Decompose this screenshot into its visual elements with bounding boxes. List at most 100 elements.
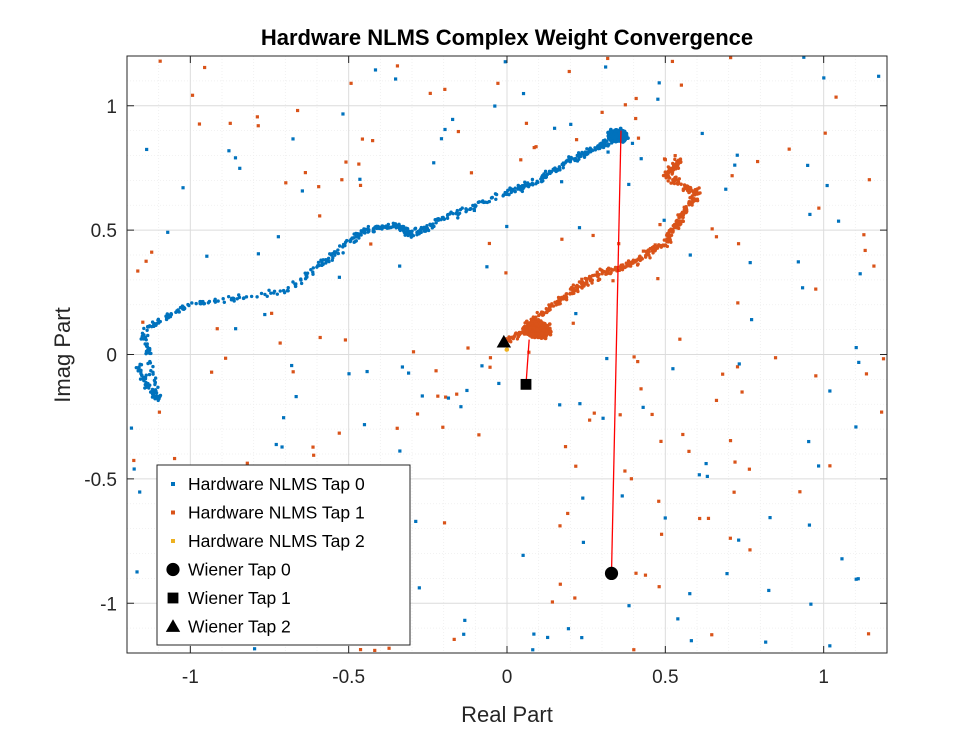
tap1-cluster-point (529, 332, 534, 336)
legend-label-0: Hardware NLMS Tap 0 (188, 474, 365, 494)
tap1-outlier-point (395, 426, 399, 430)
tap1-outlier-point (371, 139, 375, 143)
tap0-outlier-point (521, 553, 525, 557)
tap0-trajectory-point (576, 151, 581, 155)
tap1-outlier-point (591, 233, 595, 238)
tap0-trajectory-point (177, 310, 181, 314)
tap0-trajectory-point (213, 300, 218, 304)
tap0-trajectory-point (552, 166, 557, 171)
tap0-outlier-point (748, 261, 752, 265)
tap1-outlier-point (504, 271, 508, 275)
tap0-outlier-point (439, 137, 444, 141)
tap0-outlier-point (689, 639, 693, 643)
tap0-outlier-point (768, 516, 772, 520)
legend: Hardware NLMS Tap 0 Hardware NLMS Tap 1 Ha… (156, 464, 411, 646)
tap0-trajectory-point (413, 226, 418, 231)
tap0-trajectory-point (332, 250, 337, 254)
tap1-outlier-point (736, 301, 740, 305)
tap0-outlier-point (749, 318, 754, 322)
tap1-trajectory-point (675, 218, 679, 223)
tap1-outlier-point (284, 181, 288, 185)
tap1-trajectory-point (511, 336, 516, 341)
tap0-trajectory-point (454, 211, 459, 215)
tap0-outlier-point (347, 372, 351, 376)
tap0-trajectory-point (389, 225, 393, 230)
tap0-outlier-point (362, 423, 367, 427)
tap0-outlier-point (462, 632, 466, 636)
tap1-trajectory-point (564, 292, 568, 296)
tap0-trajectory-point (419, 225, 424, 230)
tap0-outlier-point (733, 163, 737, 167)
tap1-outlier-point (729, 56, 733, 60)
tap0-outlier-point (531, 648, 535, 652)
tap1-trajectory-point (667, 167, 671, 172)
tap0-trajectory-point (405, 227, 410, 231)
tap1-outlier-point (340, 178, 344, 182)
tap1-trajectory-point (679, 182, 683, 186)
tap1-outlier-point (730, 174, 734, 178)
tap0-trajectory-point (146, 381, 150, 386)
tap1-trajectory-point (610, 268, 615, 272)
tap0-outlier-point (521, 91, 526, 96)
tap0-trajectory-point (352, 240, 356, 244)
tap0-outlier-point (806, 163, 810, 167)
tap1-outlier-point (872, 264, 876, 268)
tap1-outlier-point (144, 259, 148, 263)
tap1-trajectory-point (643, 255, 648, 259)
tap1-trajectory-point (695, 197, 700, 201)
tap0-outlier-point (503, 60, 507, 64)
tap0-outlier-point (398, 264, 402, 268)
tap1-outlier-point (455, 392, 459, 396)
tap1-outlier-point (678, 337, 682, 341)
tap1-outlier-point (369, 242, 373, 246)
tap0-outlier-point (578, 402, 582, 406)
tap0-outlier-point (836, 219, 841, 223)
legend-label-5: Wiener Tap 2 (188, 617, 291, 637)
tap0-trajectory-point (216, 299, 220, 303)
legend-marker-4 (167, 592, 179, 604)
tap0-outlier-point (417, 586, 421, 590)
tap0-trajectory-point (151, 372, 155, 376)
tap0-trajectory-point (405, 230, 409, 234)
tap1-outlier-point (710, 227, 714, 231)
tap1-trajectory-point (624, 265, 628, 269)
tap1-trajectory-point (557, 298, 561, 302)
tap1-trajectory-point (592, 273, 597, 277)
tap1-outlier-point (736, 242, 741, 246)
tap0-trajectory-point (490, 195, 495, 200)
tap0-trajectory-point (147, 386, 151, 390)
tap0-trajectory-point (156, 317, 161, 322)
tap1-trajectory-point (691, 198, 696, 203)
tap0-trajectory-point (582, 155, 587, 159)
tap1-trajectory-point (679, 212, 683, 216)
tap1-trajectory-point (580, 280, 585, 284)
tap0-trajectory-point (151, 364, 155, 369)
tap1-trajectory-point (669, 240, 673, 244)
tap0-outlier-point (420, 394, 424, 398)
tap1-outlier-point (487, 241, 491, 246)
tap1-outlier-point (828, 464, 832, 468)
tap0-outlier-point (605, 356, 609, 361)
tap0-trajectory-point (494, 197, 498, 201)
tap0-outlier-point (135, 570, 139, 574)
tap0-outlier-point (414, 519, 418, 524)
tap1-cluster-point (522, 331, 527, 336)
tap0-trajectory-point (136, 369, 140, 373)
tap1-trajectory-point (687, 201, 692, 205)
tap1-trajectory-point (666, 179, 670, 183)
tap0-trajectory-point (523, 180, 527, 184)
tap1-trajectory-point (545, 308, 549, 312)
tap0-trajectory-point (476, 200, 481, 205)
tap1-trajectory-point (638, 258, 642, 263)
tap0-trajectory-point (343, 240, 348, 244)
tap1-trajectory-point (668, 234, 672, 238)
tap0-outlier-point (688, 253, 692, 257)
tap0-outlier-point (641, 405, 645, 409)
tap0-trajectory-point (326, 256, 331, 261)
minor-grid (126, 55, 888, 654)
tap1-trajectory-point (558, 301, 562, 306)
tap1-cluster-point (541, 328, 546, 332)
tap1-trajectory-point (609, 270, 613, 275)
tap1-outlier-point (441, 425, 445, 429)
tap0-outlier-point (463, 618, 467, 622)
